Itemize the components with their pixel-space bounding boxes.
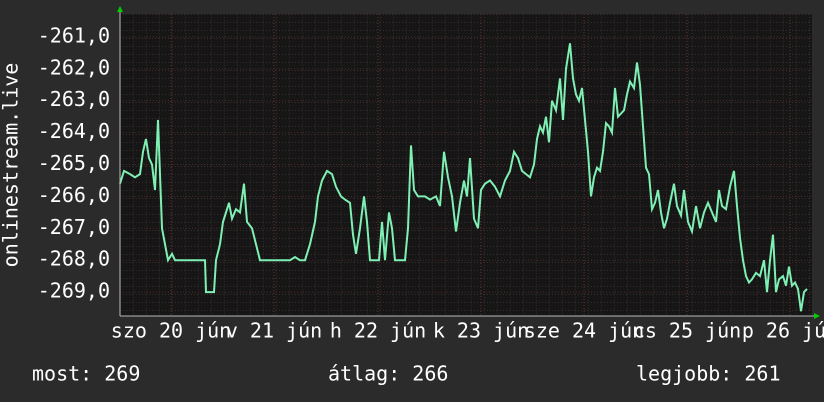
y-tick-label: -267,0 [38, 215, 110, 239]
x-tick-label: sze 24 jún [524, 319, 644, 343]
x-tick-label: szo 20 jún [111, 319, 231, 343]
y-arrow [117, 6, 123, 12]
y-tick-label: -263,0 [38, 87, 110, 111]
x-tick-label: p 26 jún [742, 319, 824, 343]
footer-current: most: 269 [32, 362, 140, 386]
footer-best: legjobb: 261 [636, 362, 781, 386]
series-line [119, 43, 808, 312]
x-tick-label: cs 25 jún [633, 319, 741, 343]
x-tick-label: v 21 jún [226, 319, 322, 343]
y-tick-label: -261,0 [38, 23, 110, 47]
footer-average: átlag: 266 [328, 362, 448, 386]
y-tick-label: -262,0 [38, 55, 110, 79]
y-tick-label: -269,0 [38, 279, 110, 303]
y-tick-label: -265,0 [38, 151, 110, 175]
x-tick-label: k 23 jún [433, 319, 529, 343]
y-tick-label: -266,0 [38, 183, 110, 207]
y-tick-label: -264,0 [38, 119, 110, 143]
y-tick-label: -268,0 [38, 247, 110, 271]
x-arrow [814, 313, 820, 319]
plot [119, 43, 808, 312]
y-axis-label: onlinestream.live [0, 63, 23, 268]
x-tick-label: h 22 jún [330, 319, 426, 343]
